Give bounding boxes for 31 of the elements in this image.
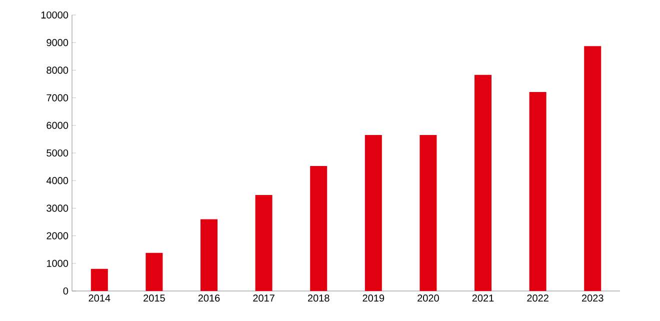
y-tick-label: 7000 (46, 94, 68, 102)
y-tick-label: 4000 (46, 177, 68, 184)
bar (255, 194, 272, 291)
x-tick-label: 2023 (582, 294, 604, 302)
y-tick-label: 9000 (46, 39, 68, 46)
bar (584, 46, 602, 291)
y-tick-label: 8000 (46, 66, 68, 74)
x-tick-label: 2020 (418, 294, 439, 302)
x-tick-label: 2021 (472, 294, 494, 302)
bar (529, 92, 546, 291)
bar (90, 268, 108, 291)
y-tick-label: 3000 (46, 204, 68, 212)
y-tick-label: 6000 (46, 122, 68, 129)
y-tick-label: 2000 (46, 232, 68, 240)
x-tick-label: 2022 (527, 294, 548, 302)
y-tick-label: 10000 (41, 11, 68, 19)
bar (310, 166, 328, 291)
y-tick-label: 5000 (46, 149, 68, 157)
x-tick-label: 2019 (362, 294, 384, 302)
x-tick-label: 2016 (198, 294, 220, 302)
bar (474, 74, 492, 291)
bar (420, 135, 437, 291)
x-tick-label: 2018 (308, 294, 330, 302)
x-tick-label: 2015 (144, 294, 165, 302)
bar (200, 219, 218, 291)
y-tick-label: 1000 (46, 260, 68, 267)
bar (364, 135, 382, 291)
y-tick-label: 0 (63, 287, 68, 295)
x-tick-label: 2014 (88, 294, 110, 302)
x-tick-label: 2017 (253, 294, 274, 302)
bar (146, 252, 163, 291)
